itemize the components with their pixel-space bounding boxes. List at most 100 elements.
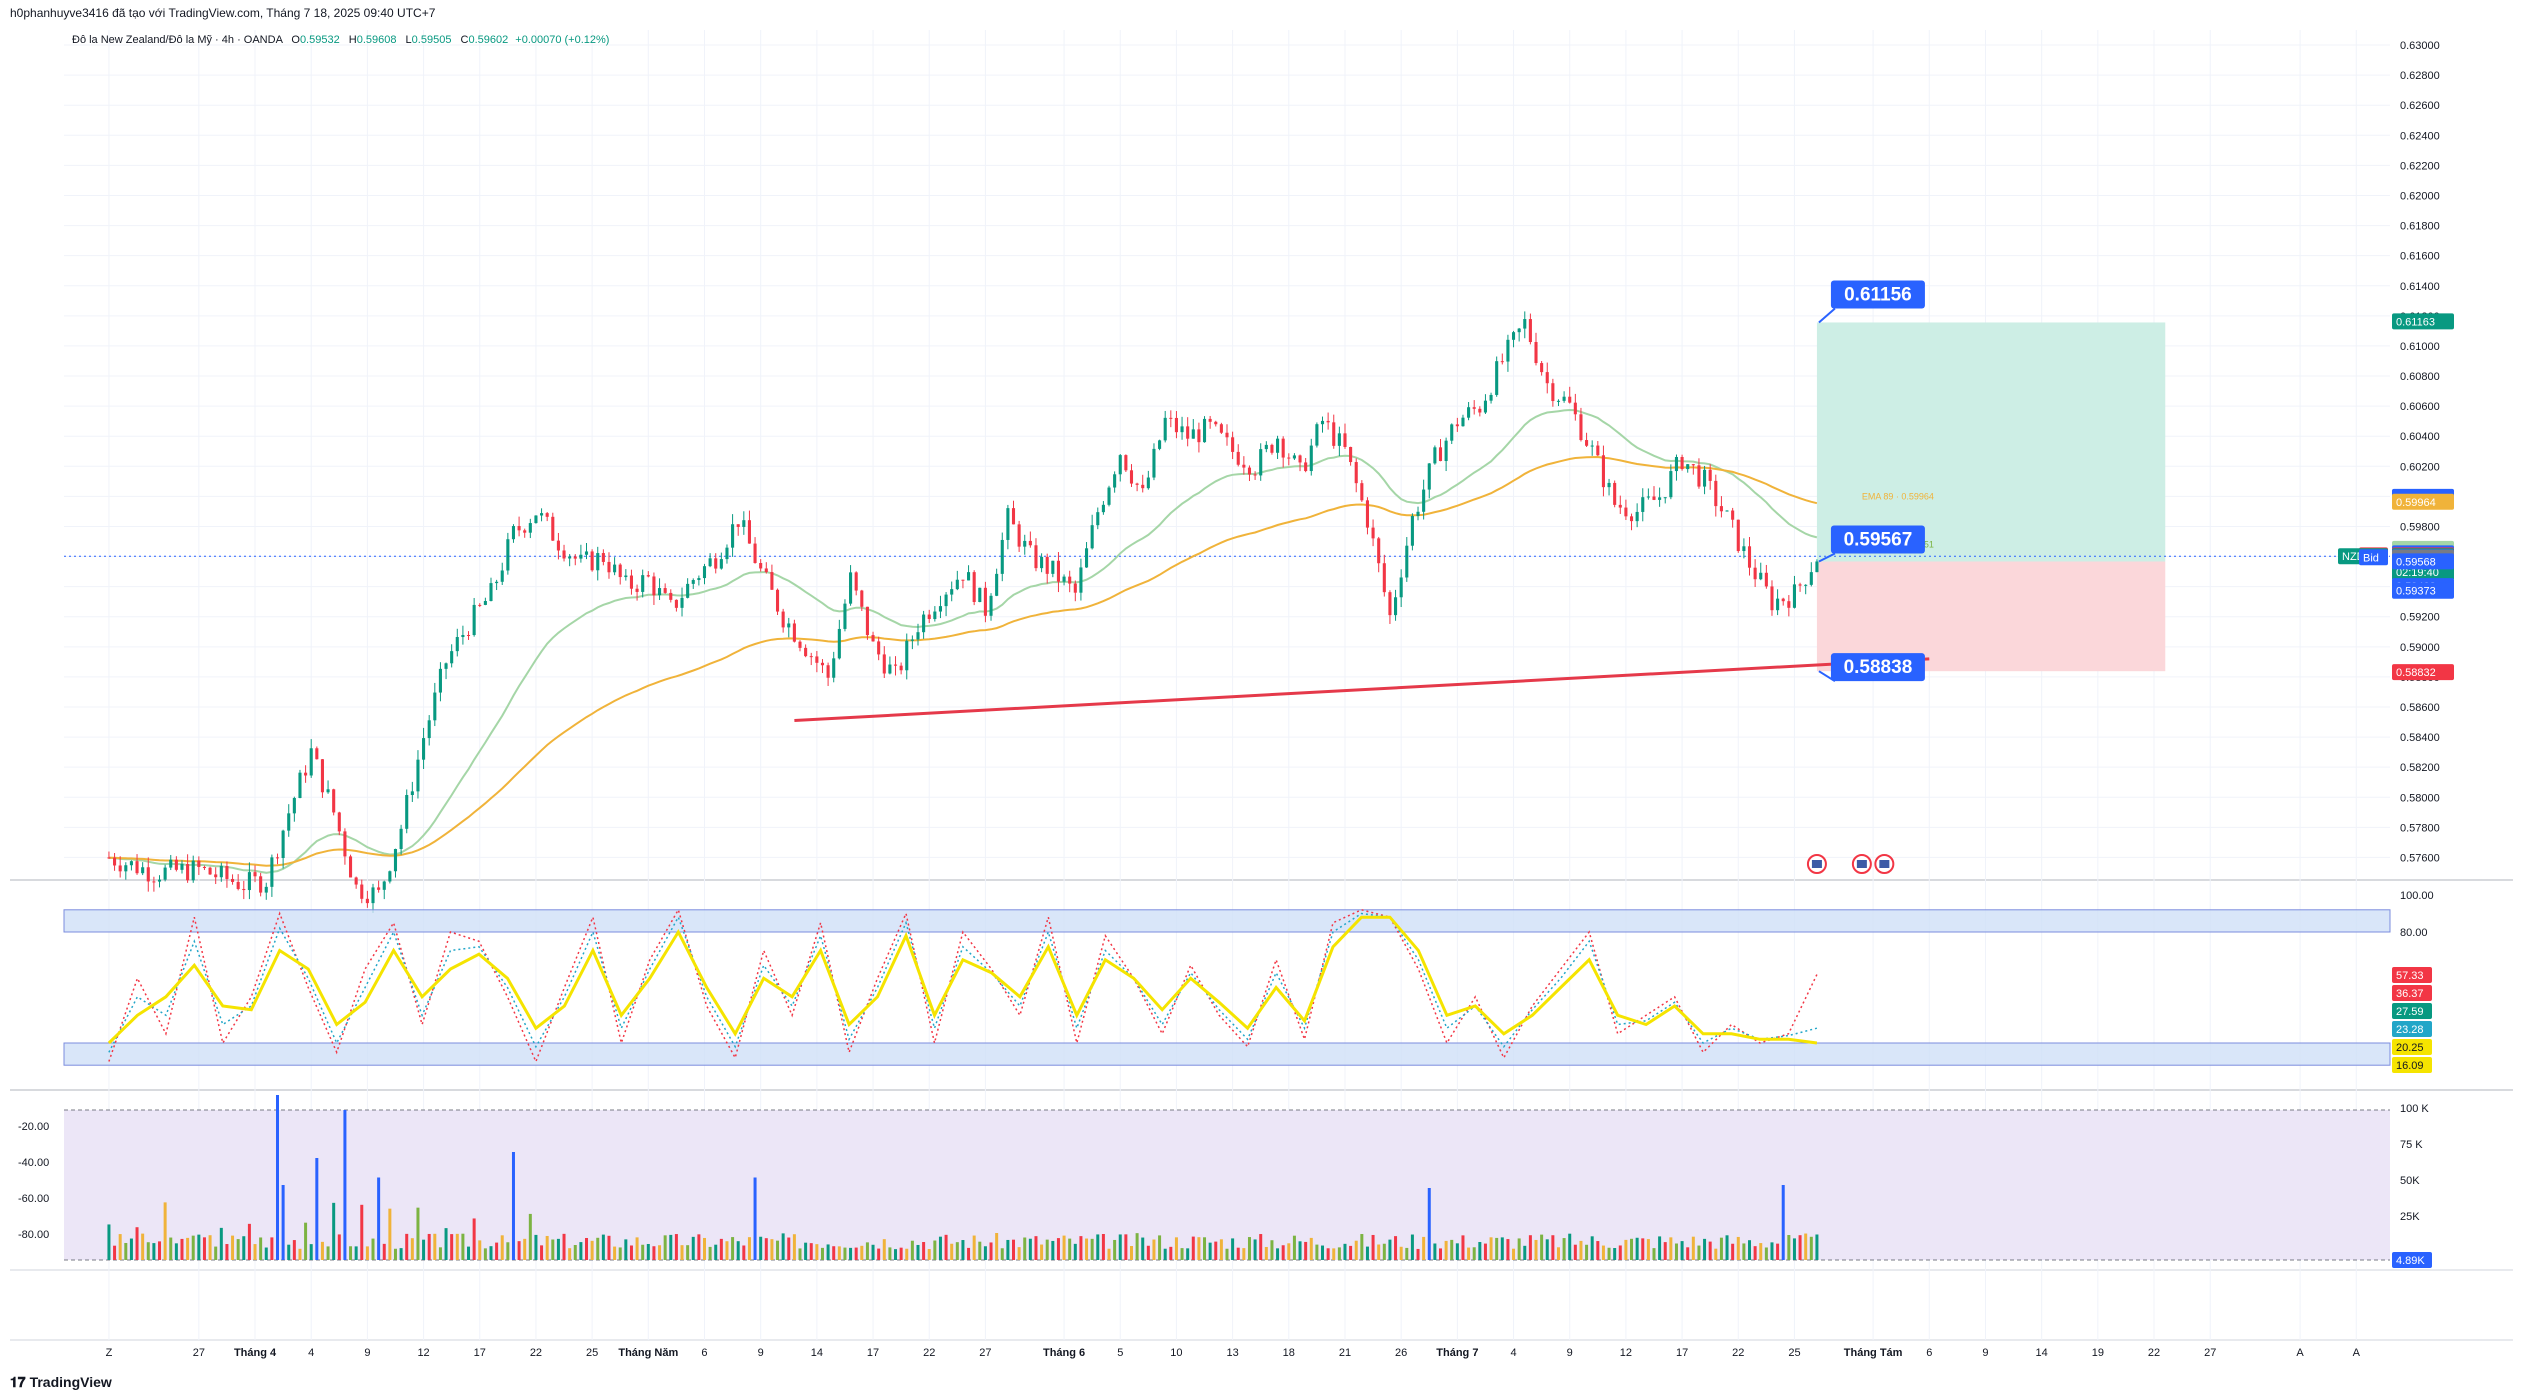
candle-body — [1242, 464, 1246, 468]
volume-bar — [1590, 1236, 1594, 1260]
candle-body — [1764, 572, 1768, 587]
candle-body — [871, 635, 875, 642]
volume-bar — [275, 1095, 279, 1260]
candle-body — [197, 860, 201, 867]
volume-bar — [961, 1240, 965, 1260]
stochastic-band-zone — [63, 1042, 2391, 1066]
volume-bar — [1568, 1233, 1572, 1260]
candle-body — [1405, 545, 1409, 578]
oscillator-tick-label: -60.00 — [18, 1193, 49, 1205]
tradingview-logo[interactable]: 𝟏𝟕 TradingView — [10, 1374, 112, 1390]
volume-bar — [174, 1243, 178, 1260]
candle-body — [1247, 467, 1252, 475]
candle-body — [517, 526, 521, 531]
candle-body — [1472, 407, 1476, 409]
candle-body — [287, 813, 291, 831]
time-tick-label: 19 — [2092, 1347, 2104, 1359]
volume-bar — [393, 1248, 397, 1260]
time-tick-label: Tháng 7 — [1436, 1347, 1478, 1359]
volume-bar — [1731, 1243, 1735, 1260]
candle-body — [315, 748, 319, 760]
volume-bar — [180, 1238, 184, 1260]
candle-body — [1180, 426, 1184, 433]
candle-body — [1129, 470, 1134, 484]
volume-bar — [725, 1241, 729, 1260]
candle-body — [1349, 446, 1353, 463]
candle-body — [1731, 510, 1735, 520]
candle-body — [815, 656, 819, 663]
volume-bar — [1304, 1241, 1308, 1260]
volume-bar — [270, 1237, 274, 1260]
candle-body — [292, 798, 296, 814]
volume-bar — [702, 1237, 706, 1260]
price-scale-tag-value: 0.58832 — [2396, 667, 2436, 679]
volume-bar — [129, 1238, 133, 1260]
candle-body — [691, 580, 695, 584]
candle-body — [191, 860, 195, 881]
time-tick-label: 9 — [1567, 1347, 1573, 1359]
stochastic-tick-label: 100.00 — [2400, 890, 2434, 902]
volume-bar — [1141, 1237, 1145, 1260]
candle-body — [978, 587, 982, 602]
volume-bar — [1540, 1234, 1544, 1260]
candle-body — [1388, 592, 1392, 616]
volume-bar — [427, 1233, 431, 1260]
volume-tick-label: 25K — [2400, 1211, 2420, 1223]
candle-body — [1135, 483, 1139, 485]
volume-bar — [1180, 1248, 1184, 1260]
candle-body — [511, 526, 516, 540]
candle-body — [686, 583, 690, 598]
volume-bar — [1349, 1245, 1353, 1260]
volume-bar — [1045, 1239, 1049, 1260]
volume-bar — [1517, 1238, 1521, 1260]
volume-bar — [1562, 1238, 1566, 1260]
volume-bar — [495, 1242, 499, 1260]
price-tick-label: 0.62200 — [2400, 160, 2440, 172]
price-tick-label: 0.58000 — [2400, 792, 2440, 804]
symbol-legend: Đô la New Zealand/Đô la Mỹ · 4h · OANDA … — [72, 34, 610, 46]
candle-body — [489, 583, 493, 602]
volume-bar — [1787, 1235, 1791, 1260]
candle-body — [1500, 361, 1504, 363]
time-tick-label: Tháng Năm — [618, 1347, 678, 1359]
time-tick-label: Tháng Tám — [1844, 1347, 1903, 1359]
candle-body — [152, 881, 156, 883]
volume-bar — [1371, 1234, 1375, 1260]
volume-bar — [461, 1233, 465, 1260]
candle-body — [1444, 440, 1448, 462]
stochastic-line — [108, 912, 1818, 1053]
price-side-tag — [2359, 549, 2388, 566]
candle-body — [1686, 464, 1690, 470]
candle-body — [1506, 339, 1510, 362]
candle-body — [1742, 546, 1746, 552]
candle-body — [1697, 465, 1701, 487]
volume-bar — [759, 1236, 763, 1260]
volume-bar — [894, 1249, 898, 1260]
candle-body — [899, 665, 903, 671]
volume-bar — [1040, 1244, 1044, 1260]
volume-bar — [208, 1235, 212, 1260]
candle-body — [377, 887, 381, 890]
candle-body — [1079, 567, 1083, 593]
candle-body — [1281, 438, 1285, 458]
volume-bar — [1146, 1245, 1150, 1260]
volume-bar — [214, 1246, 218, 1260]
time-tick-label: 26 — [1395, 1347, 1407, 1359]
candle-body — [1523, 319, 1527, 329]
candle-body — [461, 634, 465, 638]
symbol-title[interactable]: Đô la New Zealand/Đô la Mỹ · 4h · OANDA — [72, 34, 283, 46]
candle-body — [1495, 361, 1499, 395]
volume-bar — [1798, 1235, 1802, 1260]
volume-bar — [483, 1248, 487, 1260]
volume-bar — [489, 1246, 493, 1260]
volume-bar — [534, 1234, 538, 1260]
price-tick-label: 0.61800 — [2400, 221, 2440, 233]
volume-bar — [798, 1248, 802, 1260]
volume-bar — [652, 1246, 656, 1260]
candle-body — [1624, 507, 1628, 517]
candle-body — [1107, 487, 1111, 505]
candle-body — [759, 563, 763, 569]
candle-body — [1292, 455, 1296, 459]
candle-body — [1792, 584, 1796, 608]
